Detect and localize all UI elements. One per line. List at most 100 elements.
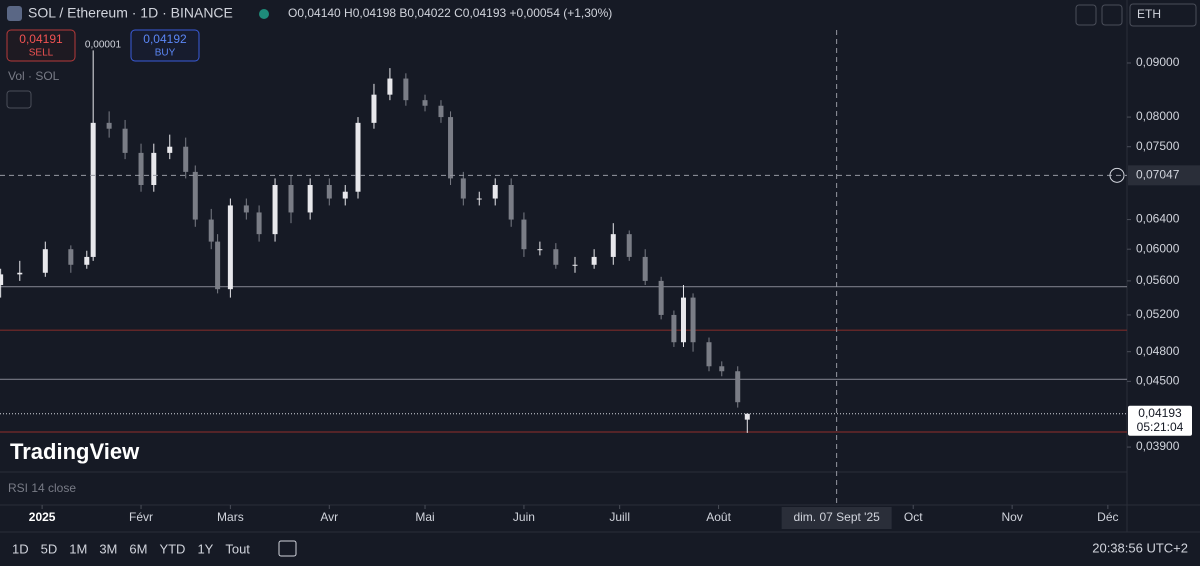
fullscreen-button[interactable] xyxy=(1101,4,1123,26)
timeframe-button[interactable]: 1M xyxy=(69,541,87,556)
candle-body xyxy=(690,297,696,343)
candle-body xyxy=(706,342,712,367)
symbol-icon xyxy=(7,6,22,21)
buy-price[interactable]: 0,04192 xyxy=(143,32,187,46)
candle-body xyxy=(591,256,597,265)
candle-body xyxy=(106,122,112,129)
collapse-button[interactable] xyxy=(6,90,32,109)
currency-select[interactable] xyxy=(1129,3,1197,27)
spread: 0,00001 xyxy=(85,40,122,51)
logo: TradingView xyxy=(10,439,140,464)
status-dot xyxy=(259,9,269,19)
x-tick-label: Mars xyxy=(217,510,244,524)
last-price-label: 0,04193 xyxy=(1138,406,1182,420)
countdown: 05:21:04 xyxy=(1137,420,1184,434)
candle-body xyxy=(215,241,221,290)
volume-label: Vol · SOL xyxy=(8,69,60,83)
crosshair-x-box xyxy=(781,507,892,529)
x-tick-label: Juill xyxy=(609,510,630,524)
date-range-icon[interactable] xyxy=(278,540,297,557)
candle-body xyxy=(243,205,249,213)
y-tick-label: 0,03900 xyxy=(1136,439,1180,453)
candle-body xyxy=(84,256,90,265)
timeframe-button[interactable]: 6M xyxy=(129,541,147,556)
x-tick-label: Oct xyxy=(904,510,923,524)
candle-body xyxy=(138,152,144,186)
candle-body xyxy=(371,94,377,123)
x-tick-label: Avr xyxy=(320,510,338,524)
crosshair-x-label: dim. 07 Sept '25 xyxy=(793,510,880,524)
x-tick-label: Nov xyxy=(1001,510,1022,524)
x-tick-label: Mai xyxy=(415,510,434,524)
y-tick-label: 0,09000 xyxy=(1136,55,1180,69)
candle-body xyxy=(17,272,23,275)
candle-body xyxy=(521,219,527,250)
candle-body xyxy=(572,264,578,266)
last-price-box xyxy=(1128,405,1192,436)
symbol-title[interactable]: SOL / Ethereum · 1D · BINANCE xyxy=(28,5,233,21)
sell-label[interactable]: SELL xyxy=(29,48,54,59)
y-tick-label: 0,04500 xyxy=(1136,374,1180,388)
candle-body xyxy=(167,146,173,153)
timeframe-button[interactable]: 3M xyxy=(99,541,117,556)
candle-body xyxy=(0,274,4,286)
candle-body xyxy=(192,171,198,220)
buy-button[interactable] xyxy=(130,29,200,62)
candle-body xyxy=(90,122,96,257)
candle-body xyxy=(307,185,313,213)
candle-body xyxy=(122,128,128,153)
candle-body xyxy=(151,152,157,186)
candle-body xyxy=(227,205,233,290)
x-tick-label: Juin xyxy=(513,510,535,524)
crosshair-y-label: 0,07047 xyxy=(1136,168,1180,182)
candle-body xyxy=(492,185,498,199)
y-tick-label: 0,06400 xyxy=(1136,212,1180,226)
candle-body xyxy=(68,249,74,265)
rsi-label: RSI 14 close xyxy=(8,481,76,495)
download-button[interactable] xyxy=(1075,4,1097,26)
sell-price[interactable]: 0,04191 xyxy=(19,32,63,46)
candle-body xyxy=(326,185,332,199)
timeframe-button[interactable]: 1Y xyxy=(197,541,213,556)
candle-body xyxy=(658,280,664,315)
candle-body xyxy=(553,249,559,265)
add-alert[interactable] xyxy=(1109,167,1125,183)
candle-body xyxy=(610,234,616,257)
y-tick-label: 0,05600 xyxy=(1136,273,1180,287)
candle-body xyxy=(272,185,278,235)
timeframe-button[interactable]: Tout xyxy=(225,541,250,556)
candle-body xyxy=(537,249,543,251)
candle-body xyxy=(387,78,393,95)
candle-body xyxy=(342,191,348,199)
candle-body xyxy=(438,105,444,118)
candle-body xyxy=(671,314,677,343)
currency[interactable]: ETH xyxy=(1137,7,1161,21)
candle-body xyxy=(288,185,294,213)
y-tick-label: 0,08000 xyxy=(1136,109,1180,123)
candle-body xyxy=(422,100,428,106)
x-tick-label: Févr xyxy=(129,510,153,524)
candle-body xyxy=(642,256,648,281)
timeframe-button[interactable]: YTD xyxy=(159,541,185,556)
x-tick-label: Déc xyxy=(1097,510,1118,524)
candle-body xyxy=(476,198,482,200)
clock: 20:38:56 UTC+2 xyxy=(1092,540,1188,555)
crosshair-y-box xyxy=(1128,165,1200,186)
candle-body xyxy=(719,366,725,372)
candle-body xyxy=(460,178,466,199)
buy-label[interactable]: BUY xyxy=(155,48,176,59)
candle-body xyxy=(183,146,189,172)
candle-body xyxy=(735,371,741,403)
timeframe-button[interactable]: 5D xyxy=(41,541,58,556)
candle-body xyxy=(403,78,409,101)
y-tick-label: 0,04800 xyxy=(1136,344,1180,358)
candle-body xyxy=(42,249,48,273)
sell-button[interactable] xyxy=(6,29,76,62)
timeframe-button[interactable]: 1D xyxy=(12,541,29,556)
candle-body xyxy=(626,234,632,257)
x-tick-label: 2025 xyxy=(29,510,56,524)
y-tick-label: 0,07500 xyxy=(1136,139,1180,153)
